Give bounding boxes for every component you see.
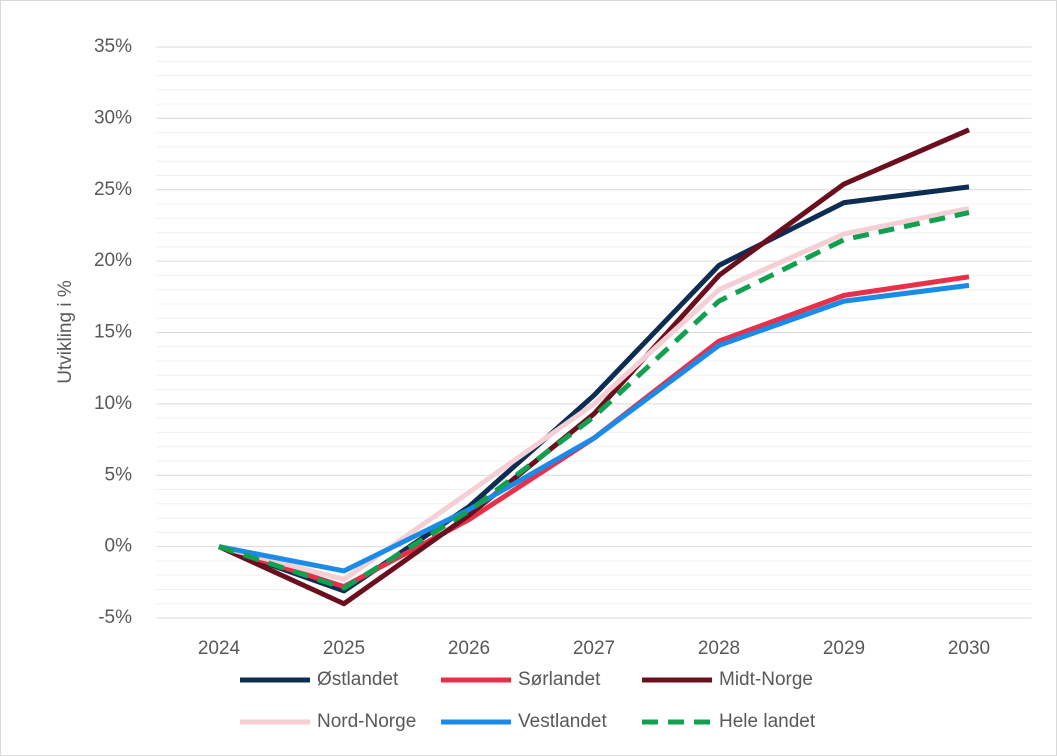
y-tick-label: 25%	[94, 179, 132, 200]
x-tick-label: 2029	[823, 638, 865, 659]
legend-label: Østlandet	[317, 669, 399, 690]
y-tick-label: -5%	[98, 607, 132, 628]
y-axis-label: Utvikling i %	[55, 280, 76, 384]
legend-label: Sørlandet	[518, 669, 601, 690]
series-line	[218, 205, 970, 582]
legend-label: Hele landet	[719, 711, 816, 732]
series-line	[218, 282, 970, 574]
y-tick-label: 15%	[94, 322, 132, 343]
y-tick-label: 10%	[94, 393, 132, 414]
series-line	[218, 210, 970, 591]
legend-label: Midt-Norge	[719, 669, 813, 690]
x-tick-label: 2025	[323, 638, 365, 659]
x-tick-label: 2028	[698, 638, 740, 659]
x-tick-label: 2026	[448, 638, 490, 659]
legend-label: Nord-Norge	[317, 711, 416, 732]
y-tick-label: 20%	[94, 250, 132, 271]
x-tick-label: 2030	[948, 638, 990, 659]
legend-label: Vestlandet	[518, 711, 607, 732]
x-tick-label: 2027	[573, 638, 615, 659]
y-tick-label: 5%	[105, 464, 133, 485]
y-tick-label: 35%	[94, 36, 132, 57]
y-tick-label: 30%	[94, 107, 132, 128]
series-line	[218, 184, 970, 594]
series-line	[217, 127, 970, 607]
y-tick-label: 0%	[105, 536, 133, 557]
x-tick-label: 2024	[198, 638, 241, 659]
